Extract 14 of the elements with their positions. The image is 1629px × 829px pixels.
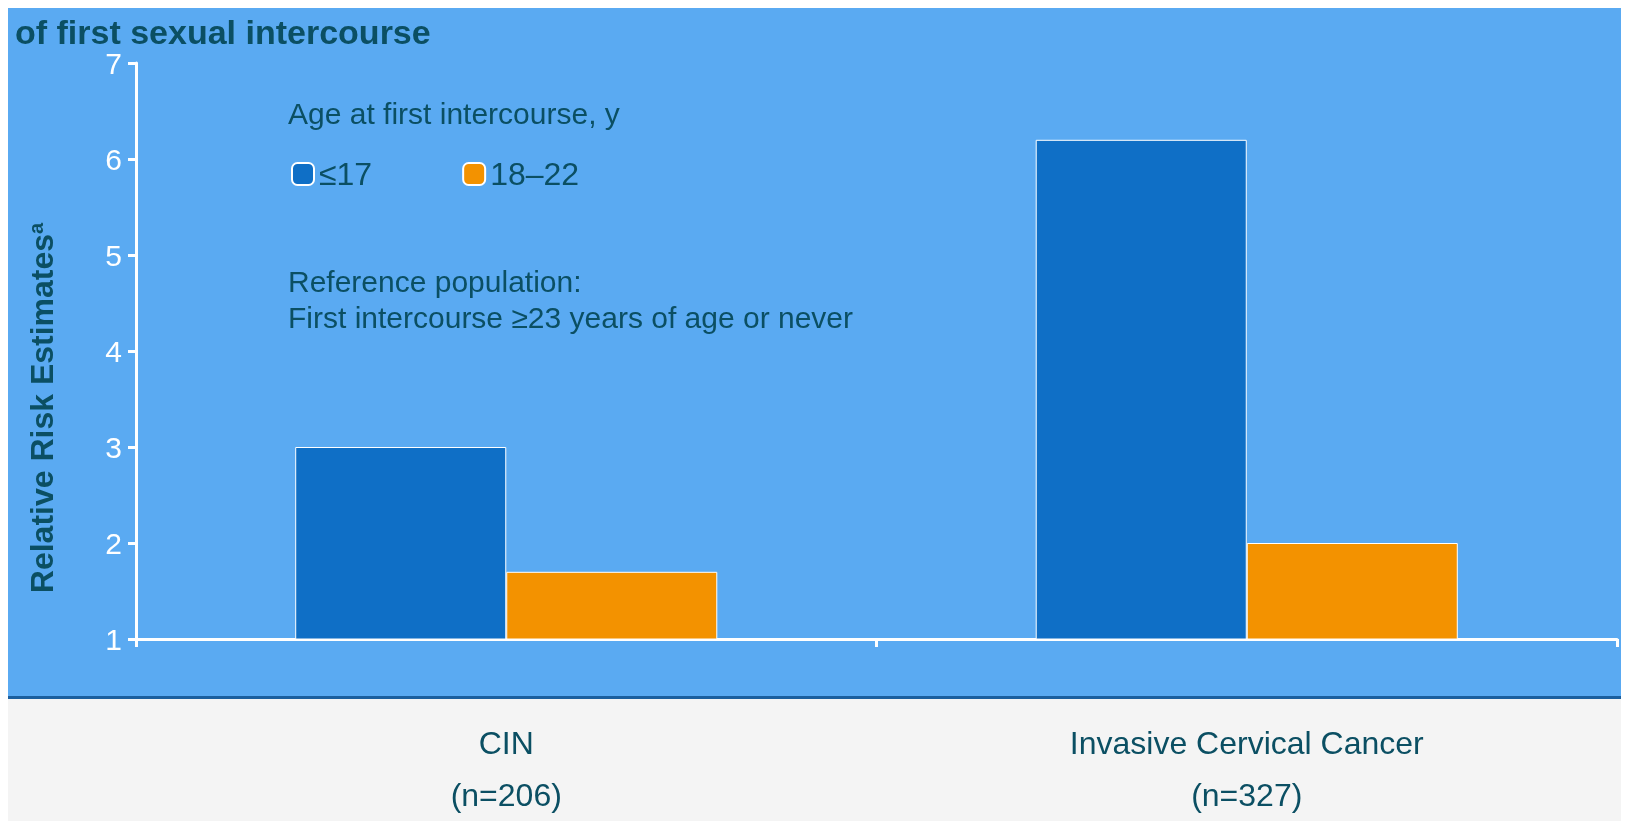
y-tick-label: 4	[105, 334, 122, 368]
y-tick-label: 6	[105, 142, 122, 176]
y-tick-label: 2	[105, 526, 122, 560]
y-tick-label: 3	[105, 430, 122, 464]
x-tick-label: Invasive Cervical Cancer (n=327)	[1069, 725, 1425, 813]
legend-label: ≤17	[319, 156, 373, 192]
legend-label: 18–22	[490, 156, 580, 192]
y-axis-title: Relative Risk Estimatesa	[24, 221, 60, 594]
legend-title: Age at first intercourse, y	[288, 96, 620, 130]
annotation: First intercourse ≥23 years of age or never	[288, 300, 854, 334]
annotation: Reference population:	[288, 264, 582, 298]
x-tick-label: CIN (n=206)	[450, 725, 562, 813]
y-tick-label: 5	[105, 238, 122, 272]
y-tick-label: 1	[105, 622, 122, 656]
